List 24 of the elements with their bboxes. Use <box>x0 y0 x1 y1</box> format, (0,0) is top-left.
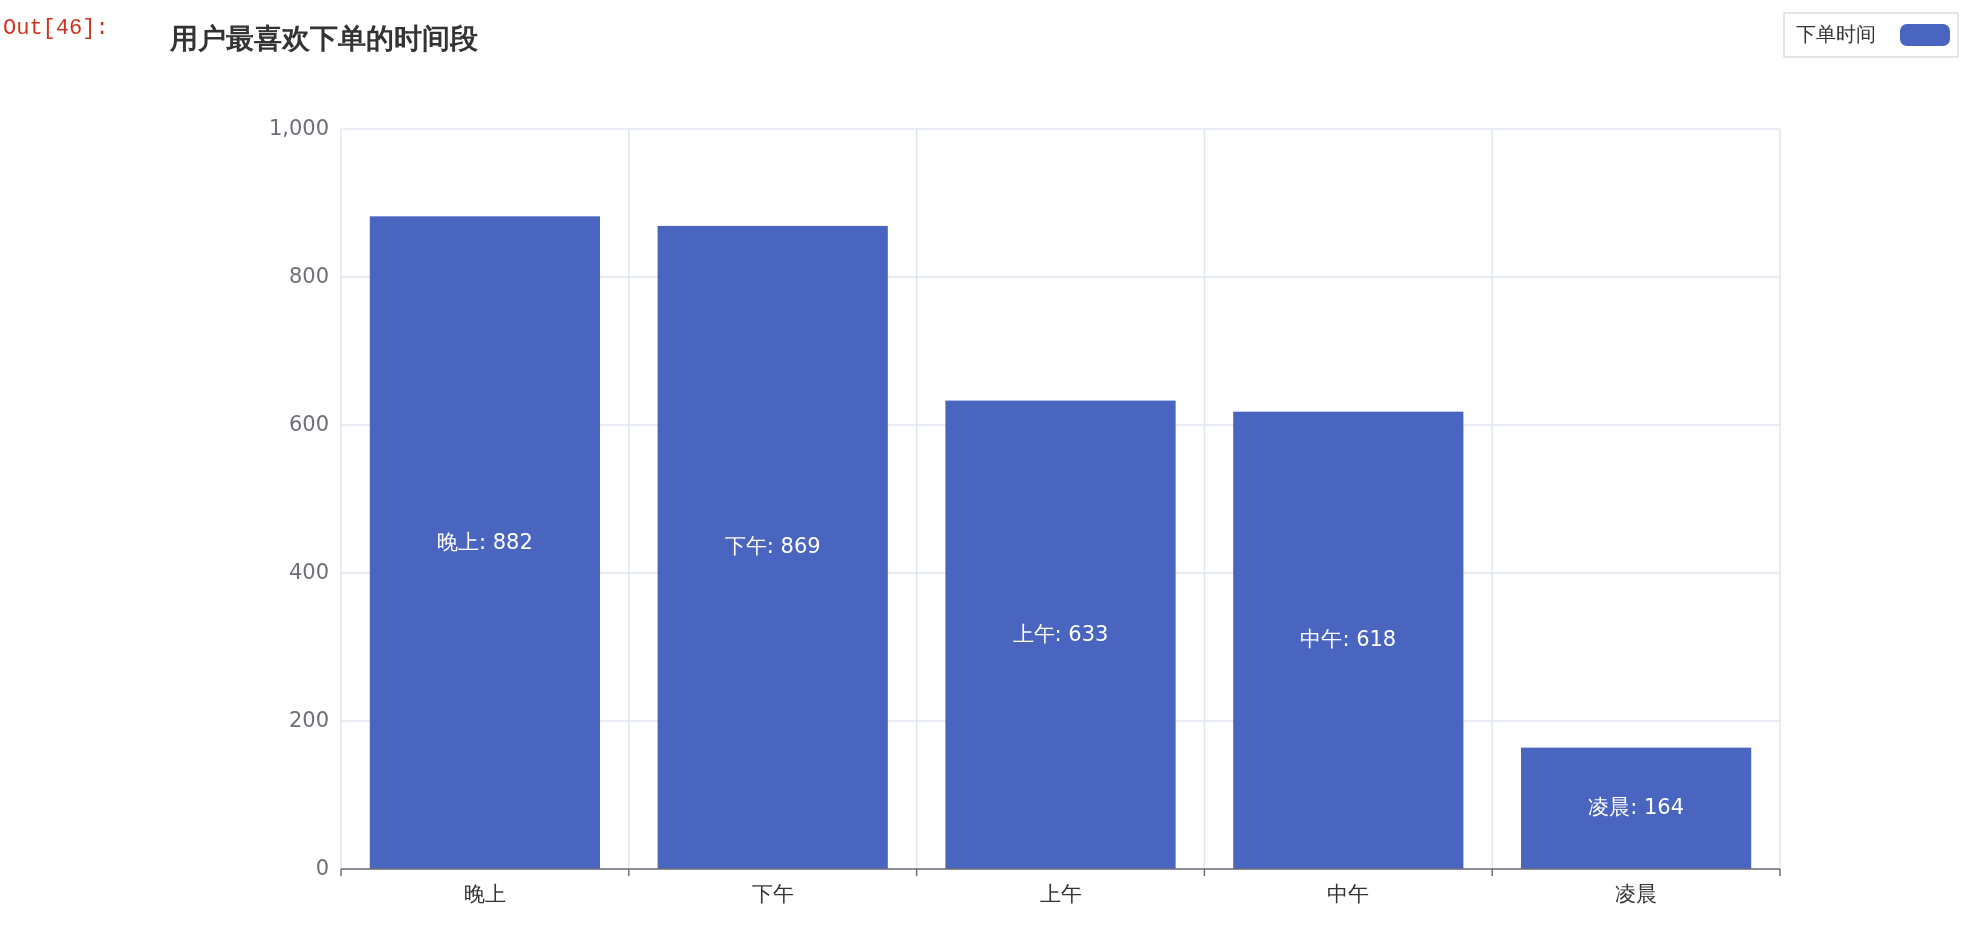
x-tick-label: 中午 <box>1327 882 1370 906</box>
text: Out[46]: <box>3 16 109 41</box>
x-tick-label: 晚上 <box>463 882 506 906</box>
bar <box>369 216 601 869</box>
y-tick-label: 800 <box>288 264 329 288</box>
y-tick-label: 400 <box>288 560 329 584</box>
x-tick-label: 上午 <box>1039 882 1082 906</box>
data-label: 下午: 869 <box>724 534 821 559</box>
y-tick-label: 1,000 <box>268 116 329 140</box>
y-tick-label: 0 <box>315 856 329 880</box>
data-label: 上午: 633 <box>1012 621 1109 646</box>
bar <box>945 400 1176 869</box>
chart-title: 用户最喜欢下单的时间段 <box>169 22 479 55</box>
y-tick-label: 600 <box>288 412 329 436</box>
data-label: 中午: 618 <box>1300 627 1397 652</box>
y-tick-label: 200 <box>288 708 329 732</box>
x-tick-label: 凌晨 <box>1615 882 1658 906</box>
legend-label: 下单时间 <box>1796 22 1876 46</box>
data-label: 凌晨: 164 <box>1588 795 1685 820</box>
x-tick-label: 下午 <box>751 882 794 906</box>
bar <box>657 225 888 869</box>
bar <box>1233 411 1464 869</box>
data-label: 晚上: 882 <box>436 529 533 554</box>
bar <box>1520 747 1752 869</box>
